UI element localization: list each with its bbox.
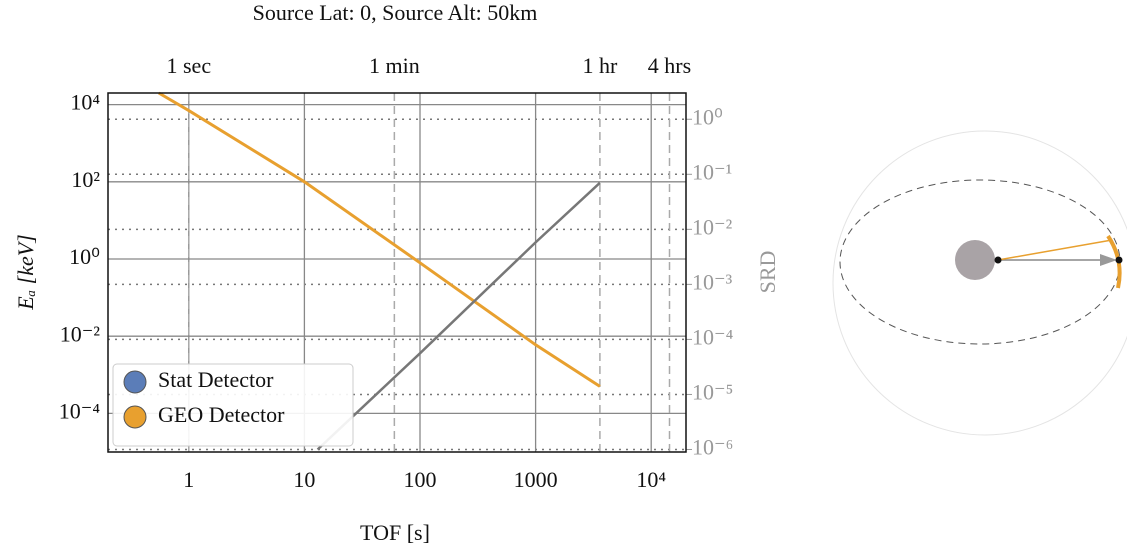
x-tick-label: 10 xyxy=(293,467,315,492)
x-tick-label: 1000 xyxy=(514,467,558,492)
x-axis-label: TOF [s] xyxy=(360,520,430,545)
x-tick-label: 100 xyxy=(404,467,437,492)
y-tick-label: 10⁰ xyxy=(69,244,100,269)
y2-tick-label: 10⁰ xyxy=(692,104,723,129)
y-tick-label: 10² xyxy=(71,167,100,192)
orbit-diagram xyxy=(832,130,1127,436)
x2-tick-label: 1 min xyxy=(369,53,420,78)
plot: 10⁻⁶ 10⁻⁵ 10⁻⁴ 10⁻³ 10⁻² 10⁻¹ 10⁰ 10⁻⁴ 10⁻² 10⁰ 10… xyxy=(59,53,734,492)
y-tick-label: 10⁻⁴ xyxy=(59,398,101,423)
y2-tick-label: 10⁻⁶ xyxy=(692,435,733,460)
y2-tick-label: 10⁻⁵ xyxy=(692,379,733,404)
legend-marker xyxy=(123,370,147,394)
y2-tick-label: 10⁻² xyxy=(692,214,733,239)
x-tick-label: 10⁴ xyxy=(636,467,666,492)
x-tick-label: 1 xyxy=(183,467,194,492)
x2-tick-label: 1 sec xyxy=(167,53,212,78)
legend-marker xyxy=(123,405,147,429)
plot-frame xyxy=(107,92,687,453)
x2-tick-label: 4 hrs xyxy=(648,53,691,78)
series-line xyxy=(316,181,601,451)
x2-tick-label: 1 hr xyxy=(582,53,618,78)
y2-tick-label: 10⁻³ xyxy=(692,269,733,294)
y2-tick-label: 10⁻⁴ xyxy=(692,324,734,349)
legend-label: Stat Detector xyxy=(158,367,274,392)
y-tick-label: 10⁻² xyxy=(60,321,101,346)
chart-title: Source Lat: 0, Source Alt: 50km xyxy=(253,0,538,25)
y-axis-label: Eₐ [keV] xyxy=(13,234,38,310)
y-tick-label: 10⁴ xyxy=(70,90,100,115)
y2-tick-label: 10⁻¹ xyxy=(692,159,732,184)
legend-box xyxy=(112,363,354,447)
y2-axis-label: SRD xyxy=(755,251,780,294)
legend-label: GEO Detector xyxy=(158,402,285,427)
series-line xyxy=(158,91,601,388)
